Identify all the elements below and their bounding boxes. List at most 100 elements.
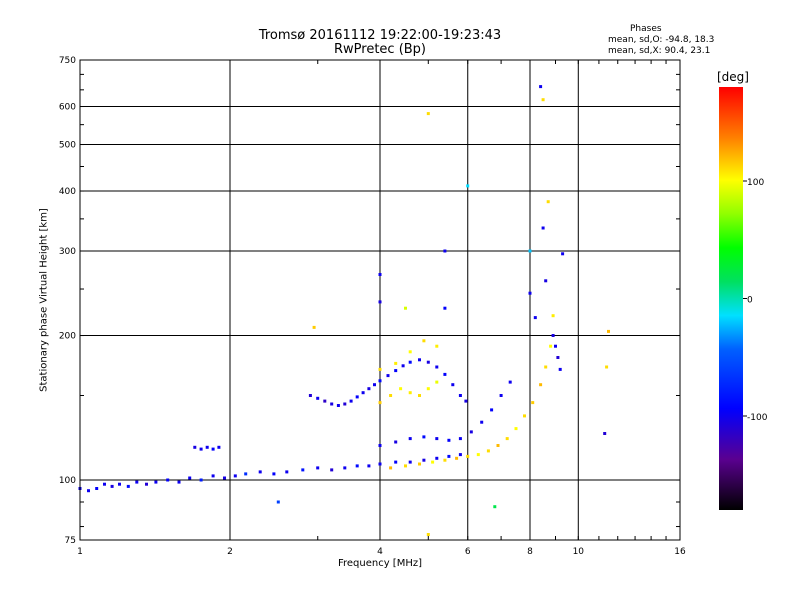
data-point [418,462,421,466]
colorbar-unit-label: [deg] [717,70,749,84]
data-point [422,435,426,439]
data-point [199,447,203,451]
data-point [443,372,447,376]
data-point [258,470,262,474]
data-point [272,472,276,476]
phases-title: Phases [630,24,662,34]
data-point [476,453,480,457]
data-point [355,395,359,399]
data-point [285,470,289,474]
data-point [308,394,312,397]
data-point [330,468,334,472]
data-point [312,325,316,329]
data-point [458,453,462,457]
data-point [386,374,390,378]
data-point [367,464,371,468]
data-point [556,356,560,359]
data-point [533,316,537,320]
data-point [426,360,430,364]
data-point [541,226,545,230]
data-point [451,383,455,387]
data-point [466,184,470,188]
data-point [523,414,526,418]
data-point [541,98,545,102]
data-point [110,484,114,488]
data-point [458,394,462,397]
data-point [443,306,447,310]
data-point [199,478,203,482]
data-point [486,449,490,453]
data-point [316,396,320,400]
x-tick-label: 2 [227,547,233,557]
data-point [373,383,376,387]
data-point [447,454,451,458]
data-point [528,291,532,295]
data-point [466,454,470,458]
data-point [443,249,447,253]
data-point [480,420,484,424]
data-point [426,112,430,116]
data-point [603,432,607,435]
data-point [496,444,500,447]
data-point [404,464,407,468]
data-point [316,466,320,470]
data-point [546,200,550,204]
axis-ticks: 1 2 4 6 8 10 16 75 100 200 300 400 500 600 750 [59,56,686,557]
data-point [394,361,398,365]
phases-o-stats: mean, sd,O: -94.8, 18.3 [608,35,715,45]
data-point [490,408,494,412]
data-point [166,478,170,482]
colorbar-ticks: 100 0 -100 [743,178,768,423]
data-point [505,437,509,441]
data-point [343,466,347,470]
data-point [154,480,158,484]
chart-title: Tromsø 20161112 19:22:00-19:23:43 [258,28,502,43]
data-point [514,427,518,431]
data-point [177,480,181,484]
colorbar-tick-label: 100 [747,178,764,188]
data-point [126,484,130,488]
colorbar [719,87,743,510]
data-point [408,360,412,364]
y-tick-label: 600 [59,103,76,113]
data-point [418,394,421,397]
data-point [435,365,439,369]
data-point [205,445,209,449]
data-point [276,500,280,504]
y-tick-label: 500 [59,141,76,151]
data-point [389,466,393,470]
x-tick-label: 8 [527,547,533,557]
data-point [561,252,565,256]
data-point [458,437,462,441]
data-point [378,379,382,383]
x-tick-label: 1 [77,547,83,557]
y-tick-label: 200 [59,332,76,342]
data-point [508,380,512,384]
data-point [378,401,382,405]
y-tick-label: 300 [59,247,76,257]
data-point [539,85,543,89]
data-point [244,472,248,476]
data-point [539,383,543,387]
y-tick-label: 750 [59,56,76,66]
data-point [422,339,426,343]
data-point [336,404,340,407]
data-point [408,350,412,354]
x-axis-label: Frequency [MHz] [337,558,423,569]
data-point [217,445,221,449]
data-point [554,344,557,348]
x-tick-label: 10 [573,547,585,557]
data-point [188,476,192,480]
data-point [378,367,382,371]
y-tick-label: 75 [65,536,76,546]
data-point [499,394,503,397]
data-point [528,249,532,253]
data-point [323,399,327,403]
data-point [426,533,430,536]
data-point [95,487,99,490]
data-point [118,482,121,486]
data-point [455,456,459,460]
data-point [349,399,353,403]
data-point [399,387,403,391]
data-point [435,437,439,441]
